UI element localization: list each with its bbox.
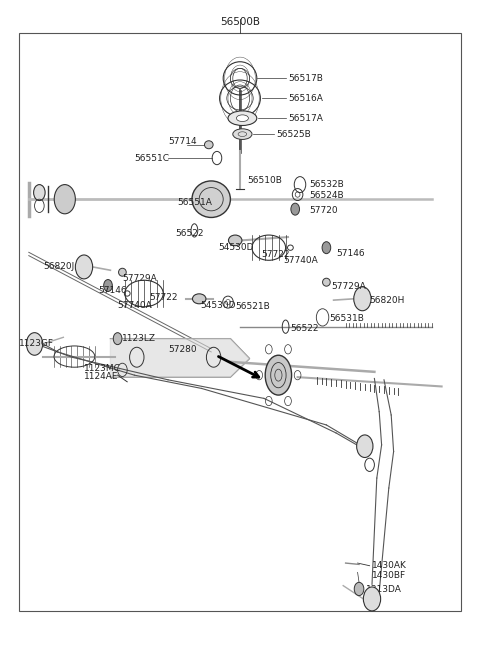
Ellipse shape bbox=[192, 181, 230, 218]
Ellipse shape bbox=[265, 355, 291, 395]
Text: 56532B: 56532B bbox=[310, 180, 344, 189]
Text: 57722: 57722 bbox=[149, 293, 177, 302]
Ellipse shape bbox=[228, 111, 257, 125]
Circle shape bbox=[75, 255, 93, 279]
Text: 56517A: 56517A bbox=[288, 114, 323, 123]
Text: 56531B: 56531B bbox=[329, 314, 364, 323]
Text: 57722: 57722 bbox=[262, 250, 290, 259]
Text: 56516A: 56516A bbox=[288, 94, 323, 103]
Text: 56500B: 56500B bbox=[220, 17, 260, 27]
Text: 1123GF: 1123GF bbox=[19, 339, 54, 348]
Text: 57740A: 57740A bbox=[283, 256, 318, 265]
Text: 57729A: 57729A bbox=[331, 282, 366, 291]
Text: 56524B: 56524B bbox=[310, 191, 344, 201]
Text: 1123LZ: 1123LZ bbox=[122, 334, 156, 343]
Text: 1123MC: 1123MC bbox=[84, 364, 121, 373]
Text: 56820J: 56820J bbox=[43, 262, 74, 272]
Text: 57720: 57720 bbox=[310, 206, 338, 215]
Text: 57729A: 57729A bbox=[122, 274, 157, 284]
Text: 56525B: 56525B bbox=[276, 129, 311, 139]
Text: 57146: 57146 bbox=[98, 286, 127, 295]
Circle shape bbox=[34, 185, 45, 201]
Ellipse shape bbox=[119, 268, 126, 276]
Ellipse shape bbox=[228, 235, 242, 246]
Circle shape bbox=[354, 287, 371, 311]
Text: 56522: 56522 bbox=[290, 324, 319, 333]
Circle shape bbox=[291, 203, 300, 215]
Ellipse shape bbox=[233, 129, 252, 139]
Text: 56820H: 56820H bbox=[370, 295, 405, 305]
Text: 56551A: 56551A bbox=[178, 198, 213, 207]
Text: 56517B: 56517B bbox=[288, 74, 323, 83]
Circle shape bbox=[354, 582, 364, 596]
Circle shape bbox=[322, 242, 331, 254]
Text: 56522: 56522 bbox=[175, 229, 204, 238]
Polygon shape bbox=[110, 339, 250, 377]
Text: 54530D: 54530D bbox=[218, 242, 254, 252]
Text: 56551C: 56551C bbox=[134, 153, 169, 163]
Circle shape bbox=[113, 333, 122, 345]
Text: 1430AK: 1430AK bbox=[372, 561, 407, 570]
Circle shape bbox=[54, 185, 75, 214]
Text: 56510B: 56510B bbox=[247, 176, 282, 185]
Text: 57714: 57714 bbox=[168, 137, 197, 146]
Ellipse shape bbox=[192, 293, 206, 304]
Text: 1430BF: 1430BF bbox=[372, 571, 406, 580]
Ellipse shape bbox=[204, 141, 213, 149]
Circle shape bbox=[26, 333, 43, 355]
Circle shape bbox=[357, 435, 373, 457]
Text: 54530D: 54530D bbox=[201, 301, 236, 310]
Text: 57146: 57146 bbox=[336, 249, 365, 258]
Text: 1313DA: 1313DA bbox=[366, 585, 402, 594]
Circle shape bbox=[104, 280, 112, 291]
Text: 56521B: 56521B bbox=[235, 302, 270, 311]
Circle shape bbox=[363, 587, 381, 611]
Text: 1124AE: 1124AE bbox=[84, 372, 119, 381]
Ellipse shape bbox=[323, 278, 330, 286]
Text: 57740A: 57740A bbox=[118, 301, 152, 310]
Text: 57280: 57280 bbox=[168, 345, 197, 355]
Ellipse shape bbox=[236, 115, 249, 122]
